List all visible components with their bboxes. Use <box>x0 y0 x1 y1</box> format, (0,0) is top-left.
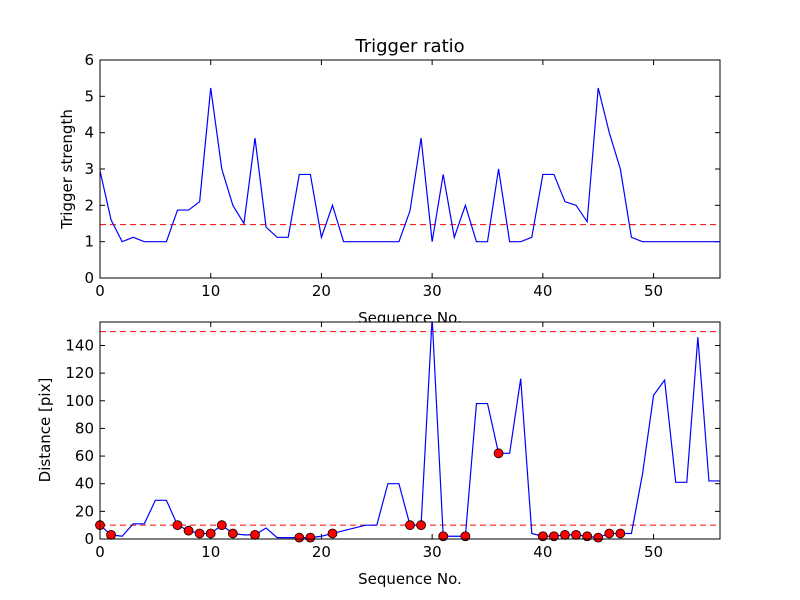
bottom-marker-point <box>571 529 581 540</box>
bottom-y-tick-label: 0 <box>84 530 94 548</box>
bottom-y-tick-label: 60 <box>75 447 94 465</box>
bottom-x-tick-label: 10 <box>201 543 220 561</box>
top-series-line <box>100 87 720 243</box>
bottom-marker-point <box>172 520 183 531</box>
top-y-tick-label: 5 <box>84 87 94 105</box>
bottom-x-tick-label: 30 <box>423 543 442 561</box>
bottom-marker-point <box>615 528 626 539</box>
top-plot-area <box>100 60 720 278</box>
top-title: Trigger ratio <box>354 36 464 57</box>
top-x-tick-label: 30 <box>423 282 442 300</box>
bottom-marker-point <box>106 529 116 540</box>
bottom-y-tick-label: 140 <box>65 336 94 354</box>
bottom-plot-frame <box>99 321 721 540</box>
bottom-marker-point <box>405 520 415 531</box>
top-y-tick-label: 2 <box>84 196 94 214</box>
bottom-marker-point <box>216 520 227 531</box>
bottom-y-tick-label: 80 <box>75 419 94 437</box>
top-y-tick-label: 3 <box>84 160 94 178</box>
bottom-marker-point <box>227 528 238 539</box>
bottom-marker-point <box>183 525 194 536</box>
bottom-y-axis-label: Distance [pix] <box>36 378 54 483</box>
bottom-x-tick-label: 0 <box>95 543 105 561</box>
bottom-marker-point <box>305 532 316 543</box>
bottom-marker-point <box>582 531 593 542</box>
bottom-marker-point <box>294 532 305 543</box>
top-y-axis-label: Trigger strength <box>58 109 76 230</box>
bottom-marker-point <box>593 532 604 543</box>
bottom-marker-point <box>327 528 338 539</box>
top-plot-frame <box>99 59 721 279</box>
bottom-marker-point <box>460 531 471 542</box>
top-x-tick-label: 50 <box>644 282 663 300</box>
bottom-marker-point <box>604 528 615 539</box>
bottom-marker-point <box>493 448 504 459</box>
top-x-tick-label: 40 <box>533 282 552 300</box>
bottom-x-tick-label: 20 <box>312 543 331 561</box>
bottom-x-axis-label: Sequence No. <box>358 570 462 588</box>
top-x-tick-label: 0 <box>95 282 105 300</box>
bottom-marker-point <box>438 531 449 542</box>
bottom-marker-point <box>205 528 216 539</box>
top-y-tick-label: 4 <box>84 124 94 142</box>
top-x-tick-label: 20 <box>312 282 331 300</box>
top-y-tick-label: 0 <box>84 269 94 287</box>
bottom-marker-point <box>250 529 260 540</box>
bottom-marker-point <box>416 520 426 531</box>
top-y-tick-label: 1 <box>84 233 94 251</box>
bottom-y-tick-label: 20 <box>75 502 94 520</box>
bottom-marker-point <box>549 531 559 542</box>
bottom-plot-area <box>100 322 720 539</box>
bottom-plot: 0 10 20 30 40 50 0 20 40 60 80 100 120 140 Sequence … <box>36 321 721 588</box>
bottom-marker-point <box>560 529 570 540</box>
bottom-marker-point <box>194 528 205 539</box>
bottom-y-tick-label: 120 <box>65 364 94 382</box>
top-x-tick-label: 10 <box>201 282 220 300</box>
bottom-y-tick-label: 40 <box>75 475 94 493</box>
bottom-x-tick-label: 50 <box>644 543 663 561</box>
bottom-x-tick-label: 40 <box>533 543 552 561</box>
top-y-tick-label: 6 <box>84 51 94 69</box>
bottom-y-tick-label: 100 <box>65 392 94 410</box>
bottom-marker-point <box>537 531 548 542</box>
